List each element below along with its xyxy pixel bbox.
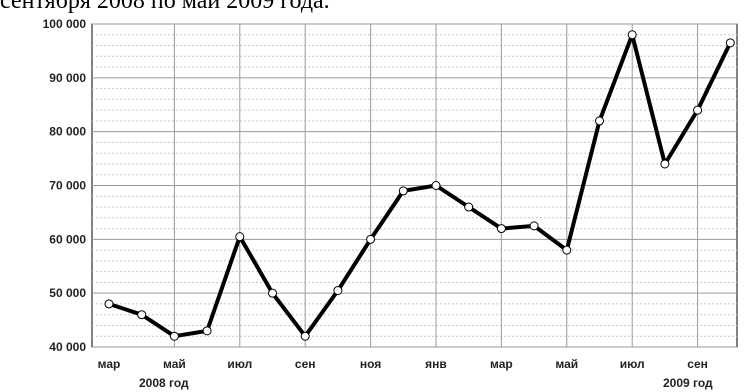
y-tick-label: 40 000 bbox=[49, 340, 86, 354]
data-point bbox=[431, 181, 441, 190]
data-point bbox=[137, 310, 147, 320]
y-tick-label: 90 000 bbox=[49, 71, 86, 85]
x-tick-label: сен bbox=[687, 357, 708, 371]
data-point bbox=[235, 232, 245, 242]
x-tick-label: май bbox=[163, 357, 186, 371]
x-tick-label: сен bbox=[295, 357, 316, 371]
year-label: 2009 год bbox=[663, 376, 713, 390]
data-points bbox=[104, 30, 735, 341]
data-point bbox=[725, 38, 735, 48]
x-axis-ticks: мар май июл сен ноя янв мар май июл сен bbox=[98, 357, 708, 371]
data-point bbox=[464, 202, 474, 212]
major-gridlines bbox=[92, 23, 737, 348]
data-point bbox=[627, 30, 637, 40]
data-point bbox=[562, 245, 572, 255]
x-tick-label: июл bbox=[620, 357, 645, 371]
data-point bbox=[595, 116, 604, 126]
y-tick-label: 50 000 bbox=[49, 286, 86, 300]
data-point bbox=[104, 299, 114, 309]
y-tick-label: 100 000 bbox=[43, 17, 87, 31]
x-tick-label: июл bbox=[227, 357, 252, 371]
year-label: 2008 год bbox=[139, 376, 189, 390]
data-point bbox=[300, 331, 310, 341]
y-tick-label: 80 000 bbox=[49, 125, 86, 139]
data-point bbox=[496, 224, 506, 234]
x-tick-label: янв bbox=[425, 357, 447, 371]
data-point bbox=[398, 186, 408, 196]
x-tick-label: май bbox=[555, 357, 578, 371]
data-point bbox=[660, 159, 670, 169]
x-tick-label: мар bbox=[490, 357, 513, 371]
x-tick-label: мар bbox=[98, 357, 121, 371]
data-point bbox=[366, 234, 376, 244]
data-point bbox=[202, 326, 212, 336]
x-tick-label: ноя bbox=[360, 357, 381, 371]
data-point bbox=[333, 285, 343, 295]
y-axis-ticks: 40 000 50 000 60 000 70 000 80 000 90 000 100 … bbox=[43, 17, 87, 354]
data-point bbox=[169, 331, 179, 341]
caption-text: сентября 2008 по май 2009 года. bbox=[0, 0, 330, 14]
data-point bbox=[529, 221, 539, 231]
year-labels: 2008 год 2009 год bbox=[139, 376, 713, 390]
data-point bbox=[693, 105, 703, 115]
y-tick-label: 70 000 bbox=[49, 179, 86, 193]
y-tick-label: 60 000 bbox=[49, 232, 86, 246]
data-point bbox=[268, 288, 277, 298]
series-line bbox=[108, 32, 733, 339]
